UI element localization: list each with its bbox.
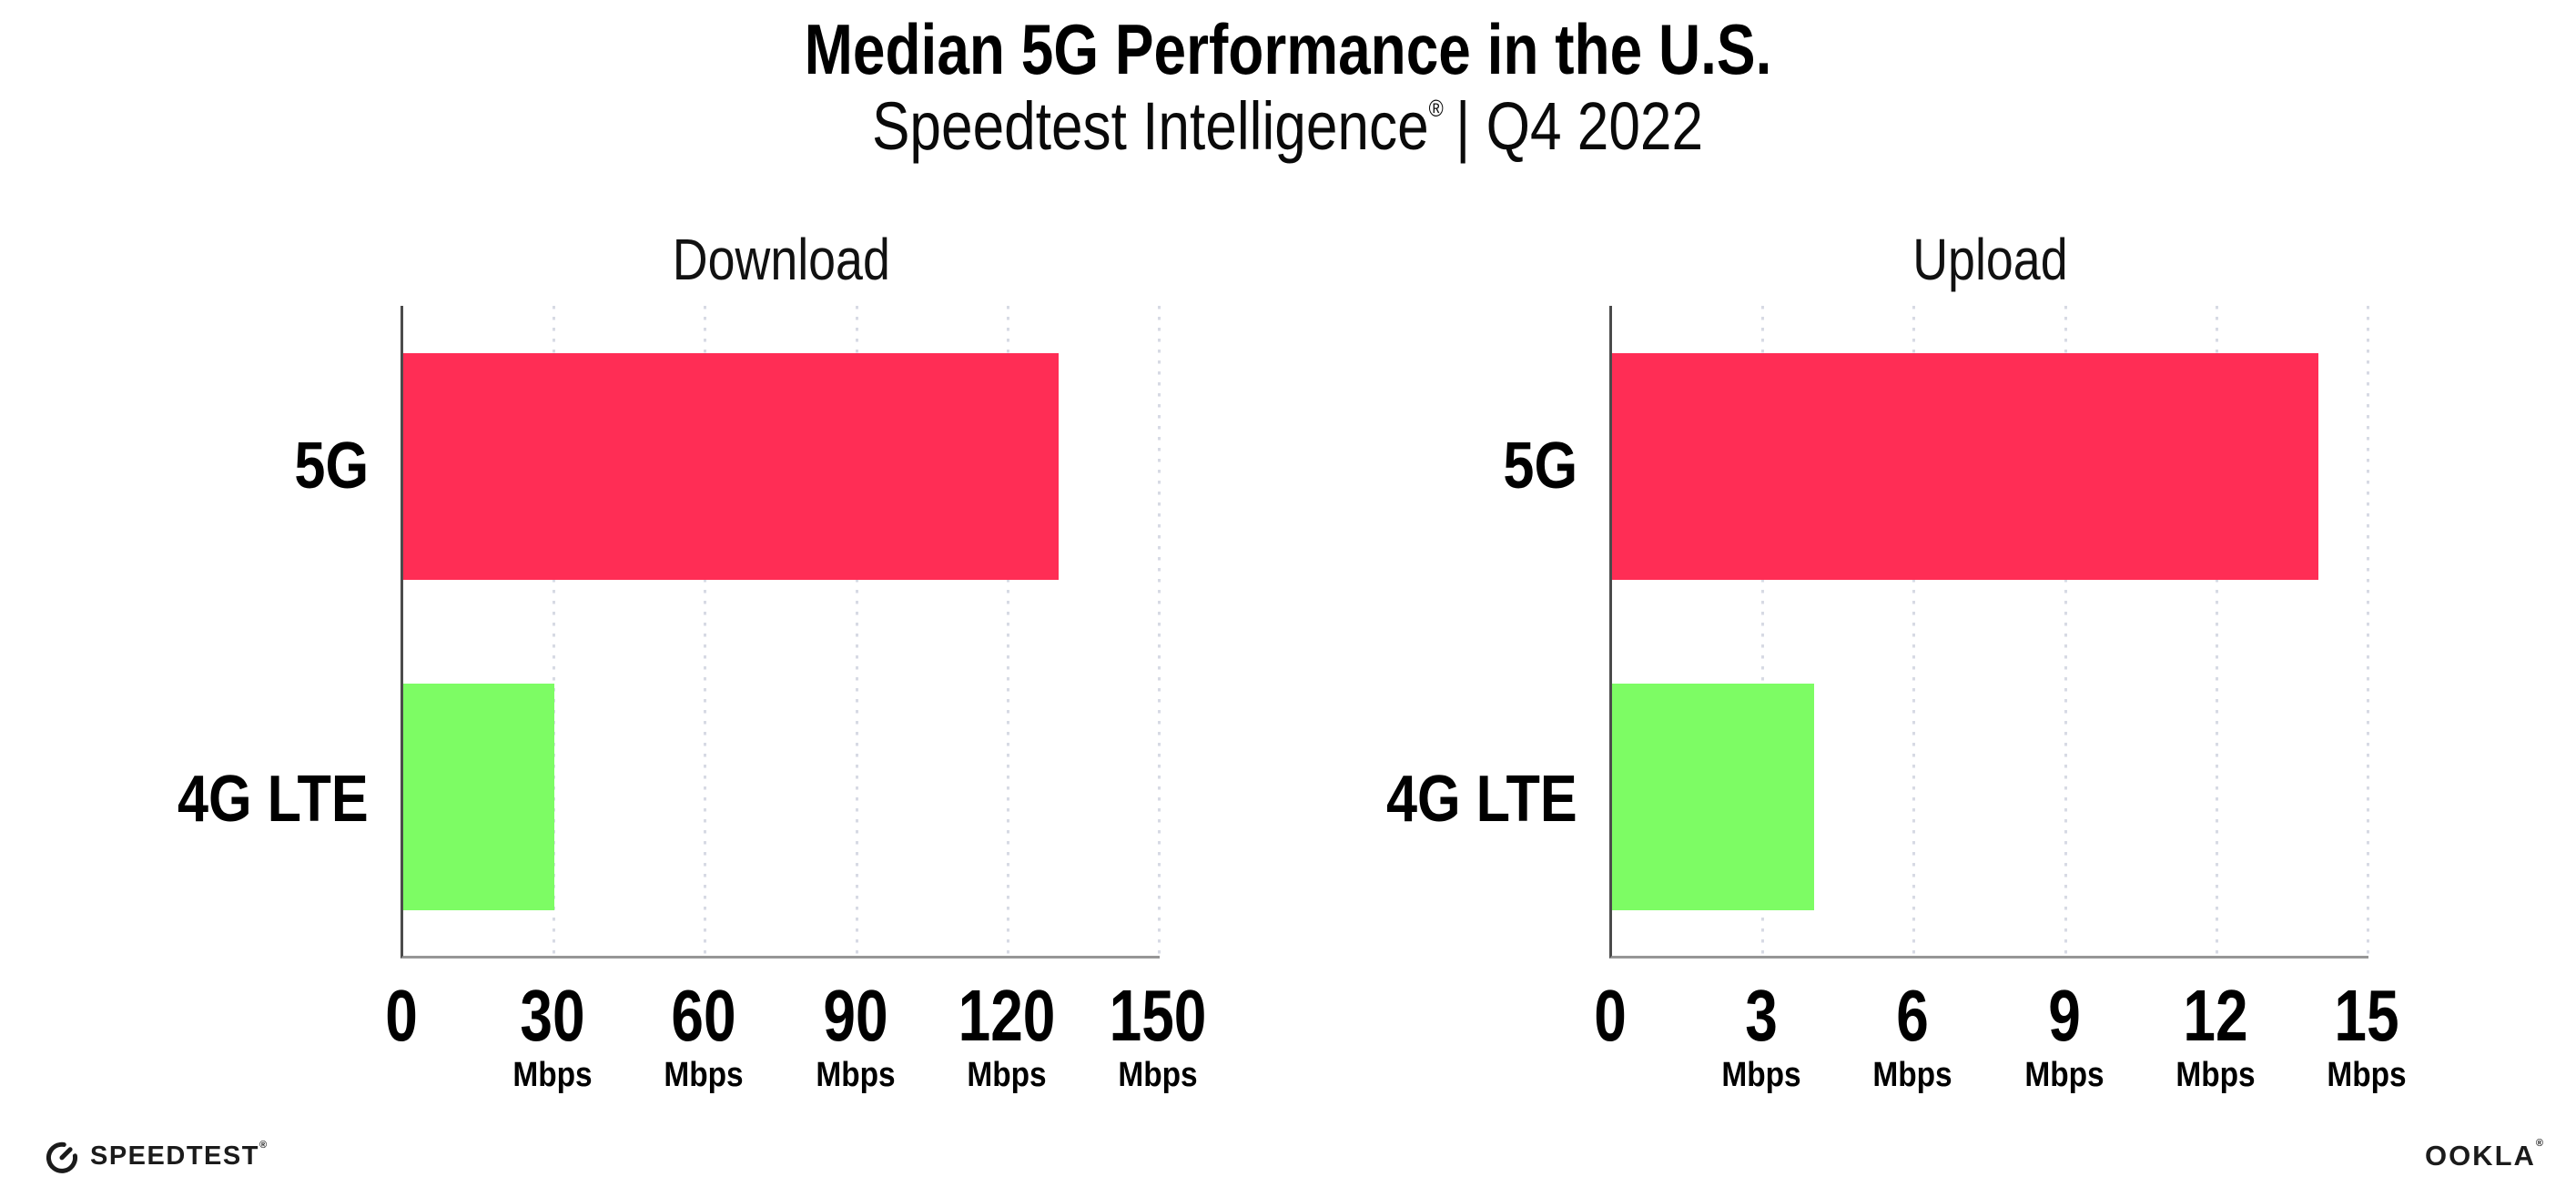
x-tick: 3 Mbps: [1717, 979, 1807, 1095]
speedtest-logo: SPEEDTEST®: [44, 1138, 269, 1174]
x-tick-unit: Mbps: [2023, 1056, 2104, 1094]
category-label-4g-lte: 4G LTE: [1268, 766, 1577, 832]
gridline: [2215, 306, 2218, 961]
x-tick: 0: [381, 979, 422, 1052]
x-tick-unit: Mbps: [664, 1056, 745, 1094]
bar-4g-lte-download: [403, 684, 555, 911]
upload-chart-title-text: Upload: [1912, 227, 2068, 292]
page-subtitle: Speedtest Intelligence® | Q4 2022: [0, 91, 2576, 162]
x-tick: 90 Mbps: [810, 979, 900, 1095]
registered-mark: ®: [1429, 94, 1445, 122]
x-tick-value: 0: [385, 975, 418, 1056]
x-tick: 0: [1590, 979, 1631, 1052]
download-chart-title: Download: [403, 226, 1160, 293]
x-tick-unit: Mbps: [1118, 1056, 1198, 1094]
x-tick: 120 Mbps: [946, 979, 1067, 1095]
subtitle-period: | Q4 2022: [1455, 87, 1704, 164]
registered-mark: ®: [259, 1139, 269, 1151]
x-tick-unit: Mbps: [1721, 1056, 1801, 1094]
x-tick-value: 120: [958, 975, 1056, 1056]
gridline: [2367, 306, 2369, 961]
gridline: [1912, 306, 1916, 961]
gridline: [704, 306, 707, 961]
category-label-4g-lte: 4G LTE: [59, 766, 369, 832]
download-chart-title-text: Download: [672, 227, 891, 292]
x-tick-value: 90: [822, 975, 888, 1056]
x-tick-value: 12: [2183, 975, 2248, 1056]
page-title-text: Median 5G Performance in the U.S.: [804, 9, 1772, 89]
download-x-axis: 0 30 Mbps 60 Mbps 90 Mbps 120 Mbps 150 Mbps: [385, 979, 1206, 1107]
upload-chart-title: Upload: [1612, 226, 2368, 293]
gauge-icon: [44, 1138, 80, 1174]
x-tick-value: 30: [520, 975, 585, 1056]
category-label-4g-lte-text: 4G LTE: [177, 763, 369, 836]
ookla-wordmark-text: OOKLA: [2424, 1140, 2536, 1172]
speedtest-wordmark: SPEEDTEST®: [90, 1139, 269, 1172]
x-tick: 6 Mbps: [1868, 979, 1958, 1095]
page-title: Median 5G Performance in the U.S.: [0, 9, 2576, 89]
gridline: [1006, 306, 1009, 961]
header: Median 5G Performance in the U.S. Speedt…: [0, 0, 2576, 162]
x-tick: 150 Mbps: [1097, 979, 1218, 1095]
x-tick-unit: Mbps: [967, 1056, 1047, 1094]
x-tick-unit: Mbps: [815, 1056, 896, 1094]
x-tick-value: 15: [2334, 975, 2399, 1056]
category-label-5g: 5G: [59, 433, 369, 499]
x-tick-value: 0: [1594, 975, 1627, 1056]
x-tick-unit: Mbps: [2175, 1056, 2256, 1094]
x-tick-value: 9: [2047, 975, 2081, 1056]
gridline: [855, 306, 858, 961]
x-tick-unit: Mbps: [2327, 1056, 2407, 1094]
download-plot-area: [401, 306, 1161, 961]
x-tick-value: 60: [671, 975, 736, 1056]
x-tick: 60 Mbps: [659, 979, 749, 1095]
upload-plot-area: [1609, 306, 2369, 961]
x-tick-unit: Mbps: [512, 1056, 593, 1094]
category-label-4g-lte-text: 4G LTE: [1386, 763, 1577, 836]
bar-5g-download: [403, 352, 1060, 580]
x-tick: 30 Mbps: [508, 979, 598, 1095]
speedtest-wordmark-text: SPEEDTEST: [90, 1141, 259, 1171]
ookla-logo: OOKLA®: [2424, 1138, 2545, 1172]
registered-mark: ®: [2535, 1138, 2545, 1149]
x-tick: 12 Mbps: [2170, 979, 2260, 1095]
gridline: [1158, 306, 1161, 961]
bar-4g-lte-upload: [1612, 684, 1814, 911]
x-tick: 9 Mbps: [2019, 979, 2109, 1095]
gridline: [553, 306, 556, 961]
upload-x-axis: 0 3 Mbps 6 Mbps 9 Mbps 12 Mbps 15 Mbps: [1594, 979, 2406, 1107]
category-label-5g: 5G: [1268, 433, 1577, 499]
subtitle-product: Speedtest Intelligence: [872, 87, 1430, 164]
x-tick: 15 Mbps: [2321, 979, 2411, 1095]
x-tick-unit: Mbps: [1872, 1056, 1953, 1094]
bar-5g-upload: [1612, 352, 2318, 580]
x-tick-value: 150: [1109, 975, 1207, 1056]
x-tick-value: 6: [1896, 975, 1930, 1056]
category-label-5g-text: 5G: [294, 430, 369, 502]
gridline: [2064, 306, 2067, 961]
category-label-5g-text: 5G: [1503, 430, 1577, 502]
page-subtitle-text: Speedtest Intelligence® | Q4 2022: [872, 91, 1703, 162]
gridline: [1761, 306, 1765, 961]
x-tick-value: 3: [1745, 975, 1778, 1056]
